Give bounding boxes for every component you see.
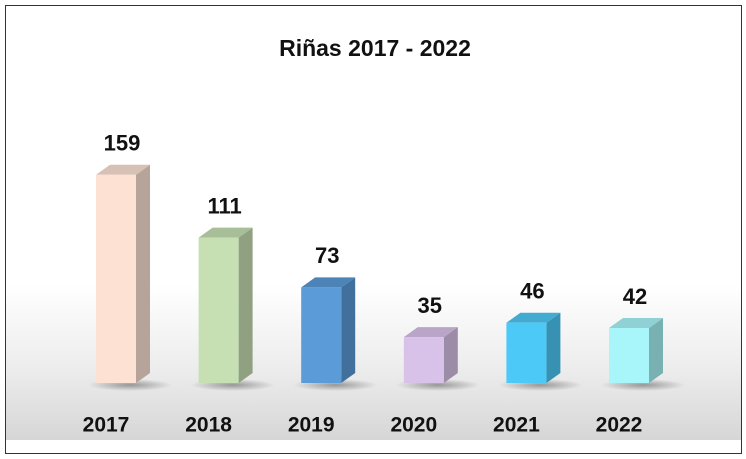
data-label: 46 (520, 279, 544, 304)
bar-top (403, 327, 458, 338)
x-tick-label: 2018 (185, 414, 232, 437)
x-tick-label: 2020 (390, 414, 437, 437)
bar-side (238, 227, 253, 383)
bars: 159 2017 111 2018 73 2019 35 2020 46 2021 42 2022 (83, 131, 685, 437)
bar-top (198, 227, 253, 238)
bar (609, 327, 649, 383)
data-label: 35 (418, 293, 442, 318)
x-tick-label: 2021 (493, 414, 540, 437)
bar (96, 174, 136, 383)
data-label: 42 (623, 284, 647, 309)
x-tick-label: 2022 (596, 414, 643, 437)
bar-top (609, 317, 663, 328)
data-label: 111 (207, 193, 241, 218)
chart-title: Riñas 2017 - 2022 (279, 35, 471, 61)
data-label: 159 (104, 131, 141, 156)
x-tick-label: 2019 (288, 414, 335, 437)
bar-side (546, 312, 561, 383)
bar-side (443, 327, 458, 383)
x-tick-label: 2017 (83, 414, 130, 437)
bar-side (341, 277, 356, 383)
bar (301, 287, 342, 383)
bar-top (301, 277, 356, 288)
bar-top (96, 164, 150, 175)
data-label: 73 (315, 243, 339, 268)
bar (403, 337, 444, 383)
bar-side (649, 317, 663, 383)
bar (506, 322, 547, 383)
bar-top (506, 312, 561, 323)
bar (198, 237, 239, 383)
bar-side (136, 164, 150, 383)
